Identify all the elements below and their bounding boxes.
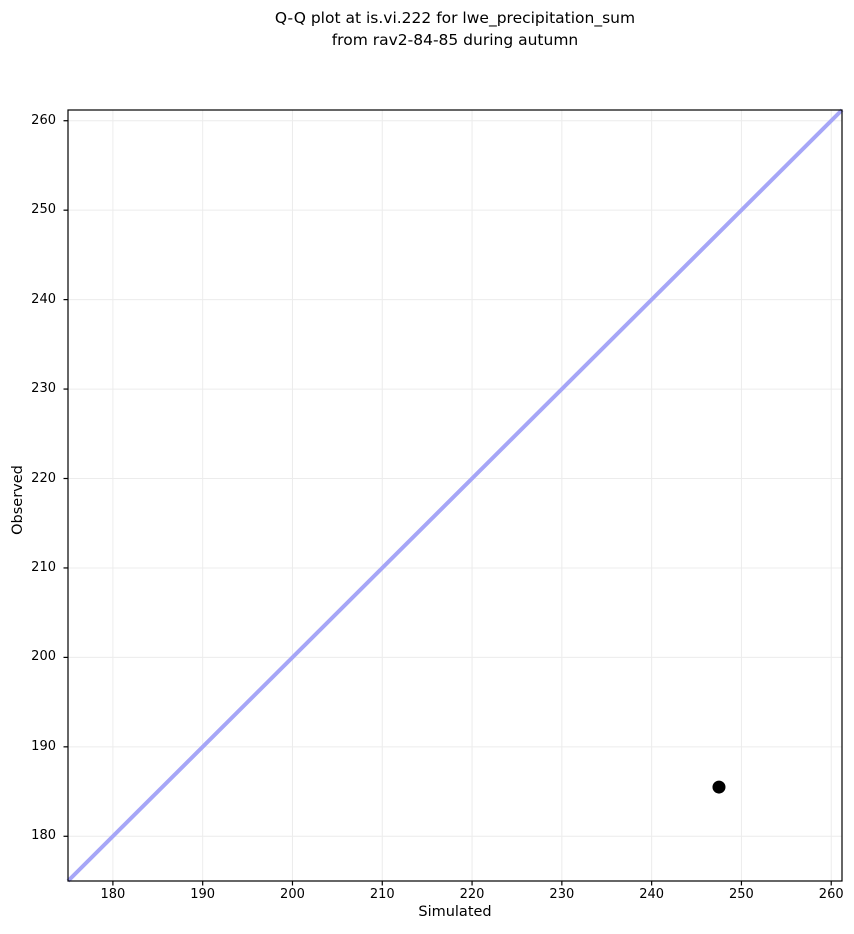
y-tick-label: 180	[31, 828, 56, 844]
y-tick-label: 210	[31, 559, 56, 575]
x-tick-label: 250	[729, 887, 754, 902]
x-axis-label: Simulated	[418, 904, 492, 920]
x-tick-label: 190	[190, 887, 216, 902]
y-tick-label: 260	[31, 112, 56, 128]
x-tick-label: 230	[549, 887, 575, 902]
x-tick-label: 260	[818, 887, 844, 902]
x-tick-label: 210	[369, 887, 395, 902]
x-tick-label: 240	[639, 887, 665, 902]
chart-title-line2: from rav2-84-85 during autumn	[331, 31, 579, 49]
x-tick-label: 200	[280, 887, 305, 902]
x-tick-label: 220	[459, 887, 485, 902]
y-tick-label: 220	[31, 470, 56, 486]
y-tick-label: 200	[31, 649, 56, 665]
axes-border	[67, 109, 843, 882]
y-axis-label: Observed	[10, 465, 26, 535]
chart-title: Q-Q plot at is.vi.222 for lwe_precipitat…	[68, 7, 842, 51]
data-point	[712, 780, 726, 794]
y-tick-label: 230	[31, 381, 56, 397]
y-tick-label: 240	[31, 291, 56, 307]
y-tick-label: 190	[31, 738, 56, 754]
identity-line	[66, 108, 844, 883]
chart-title-line1: Q-Q plot at is.vi.222 for lwe_precipitat…	[274, 9, 636, 27]
x-tick-label: 180	[100, 887, 126, 902]
y-tick-label: 250	[31, 202, 56, 218]
